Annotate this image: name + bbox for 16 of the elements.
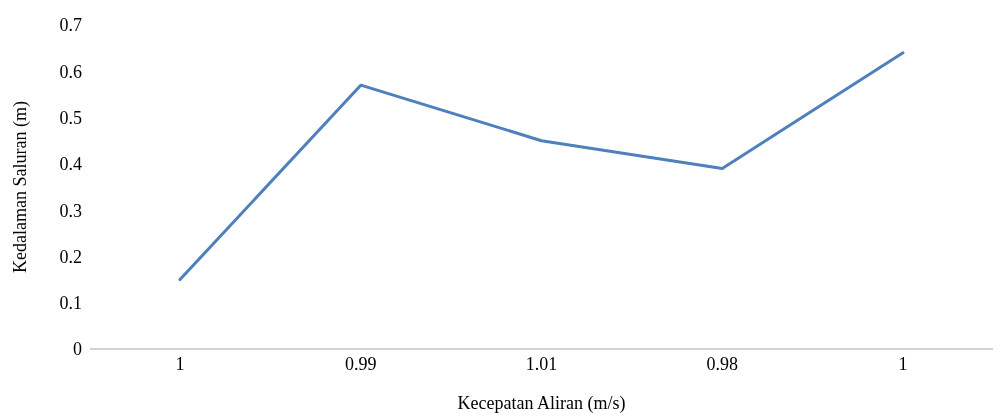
x-tick-label: 1 bbox=[175, 353, 185, 374]
y-tick-label: 0 bbox=[73, 339, 82, 360]
x-axis-title: Kecepatan Aliran (m/s) bbox=[457, 393, 626, 414]
x-tick-label: 0.99 bbox=[345, 353, 377, 374]
y-tick-label: 0.3 bbox=[59, 200, 82, 221]
y-tick-label: 0.5 bbox=[59, 107, 82, 128]
y-tick-label: 0.7 bbox=[59, 15, 82, 36]
y-tick-label: 0.1 bbox=[59, 293, 82, 314]
y-tick-label: 0.2 bbox=[59, 246, 82, 267]
y-tick-label: 0.4 bbox=[59, 154, 82, 175]
x-tick-label: 1.01 bbox=[525, 353, 558, 374]
line-series bbox=[178, 51, 905, 282]
y-tick-label: 0.6 bbox=[59, 61, 82, 82]
x-tick-label: 1 bbox=[898, 353, 908, 374]
y-axis-title: Kedalaman Saluran (m) bbox=[10, 101, 32, 273]
x-tick-label: 0.98 bbox=[706, 353, 738, 374]
